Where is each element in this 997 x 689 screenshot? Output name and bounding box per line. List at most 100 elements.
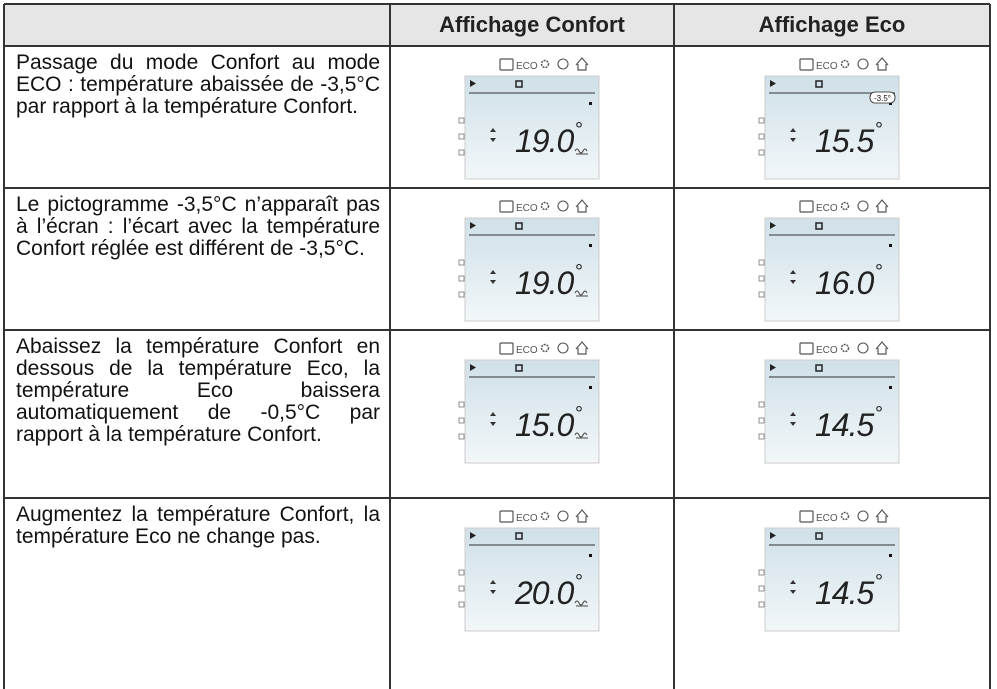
side-button bbox=[758, 585, 765, 592]
lcd-display: ECO 15.5 ° -3.5° bbox=[758, 57, 900, 180]
play-icon bbox=[770, 80, 776, 87]
dot bbox=[889, 244, 892, 247]
degree: ° bbox=[875, 119, 883, 141]
side-button bbox=[458, 585, 465, 592]
header-cell bbox=[4, 4, 390, 46]
sun-icon bbox=[840, 511, 850, 521]
heater-icon bbox=[574, 432, 588, 439]
row-text: Augmentez la température Confort, la tem… bbox=[16, 503, 380, 548]
suitcase-icon bbox=[799, 58, 814, 71]
degree: ° bbox=[575, 403, 583, 425]
dot bbox=[889, 386, 892, 389]
play-icon bbox=[470, 532, 476, 539]
row-border bbox=[4, 45, 990, 47]
row-text: Le pictogramme -3,5°C n’apparaît pas à l… bbox=[16, 193, 380, 260]
arrows-icon bbox=[790, 580, 796, 594]
sun-icon bbox=[540, 201, 550, 211]
clock-icon bbox=[857, 200, 869, 212]
arrows-icon bbox=[490, 580, 496, 594]
degree: ° bbox=[875, 403, 883, 425]
clock-icon bbox=[857, 510, 869, 522]
degree: ° bbox=[575, 261, 583, 283]
badge-frame bbox=[869, 91, 896, 104]
side-button bbox=[758, 133, 765, 140]
dot bbox=[589, 386, 592, 389]
temperature: 14.5 bbox=[815, 575, 874, 611]
column-border bbox=[389, 4, 391, 689]
side-button bbox=[458, 275, 465, 282]
clock-icon bbox=[857, 58, 869, 70]
side-button bbox=[458, 401, 465, 408]
row-text: Abaissez la température Confort en desso… bbox=[16, 335, 380, 446]
side-button bbox=[758, 259, 765, 266]
mode-icon bbox=[515, 532, 523, 540]
side-button bbox=[758, 601, 765, 608]
suitcase-icon bbox=[499, 342, 514, 355]
suitcase-icon bbox=[799, 510, 814, 523]
side-button bbox=[458, 569, 465, 576]
eco-label: ECO bbox=[516, 513, 538, 524]
arrows-icon bbox=[490, 128, 496, 142]
play-icon bbox=[470, 222, 476, 229]
temperature: 20.0 bbox=[514, 575, 574, 611]
dot bbox=[589, 244, 592, 247]
temperature: 14.5 bbox=[815, 407, 874, 443]
dot bbox=[589, 554, 592, 557]
play-icon bbox=[770, 364, 776, 371]
sun-icon bbox=[840, 201, 850, 211]
degree: ° bbox=[575, 571, 583, 593]
degree: ° bbox=[875, 261, 883, 283]
sun-icon bbox=[540, 59, 550, 69]
suitcase-icon bbox=[499, 58, 514, 71]
play-icon bbox=[770, 532, 776, 539]
arrows-icon bbox=[490, 412, 496, 426]
play-icon bbox=[470, 364, 476, 371]
clock-icon bbox=[857, 342, 869, 354]
column-header: Affichage Confort bbox=[390, 4, 674, 46]
heater-icon bbox=[574, 290, 588, 297]
temperature: 19.0 bbox=[515, 265, 574, 301]
dot bbox=[589, 102, 592, 105]
dot bbox=[889, 554, 892, 557]
badge: -3.5° bbox=[874, 94, 891, 103]
side-button bbox=[458, 291, 465, 298]
temperature: 15.0 bbox=[515, 407, 574, 443]
house-icon bbox=[875, 199, 889, 213]
eco-label: ECO bbox=[816, 513, 838, 524]
eco-label: ECO bbox=[816, 345, 838, 356]
side-button bbox=[758, 569, 765, 576]
mode-icon bbox=[515, 222, 523, 230]
side-button bbox=[758, 417, 765, 424]
mode-icon bbox=[515, 80, 523, 88]
side-button bbox=[758, 117, 765, 124]
clock-icon bbox=[557, 200, 569, 212]
clock-icon bbox=[557, 58, 569, 70]
mode-icon bbox=[815, 222, 823, 230]
house-icon bbox=[575, 57, 589, 71]
play-icon bbox=[470, 80, 476, 87]
house-icon bbox=[575, 199, 589, 213]
eco-label: ECO bbox=[516, 345, 538, 356]
house-icon bbox=[875, 57, 889, 71]
side-button bbox=[758, 275, 765, 282]
eco-label: ECO bbox=[816, 61, 838, 72]
row-text: Passage du mode Confort au mode ECO : te… bbox=[16, 51, 380, 118]
eco-label: ECO bbox=[516, 203, 538, 214]
mode-icon bbox=[815, 364, 823, 372]
dot bbox=[889, 102, 892, 105]
lcd-display: ECO 20.0 ° bbox=[458, 509, 600, 632]
house-icon bbox=[875, 509, 889, 523]
lcd-display: ECO 19.0 ° bbox=[458, 199, 600, 322]
side-button bbox=[458, 149, 465, 156]
sun-icon bbox=[840, 59, 850, 69]
arrows-icon bbox=[790, 270, 796, 284]
lcd-display: ECO 15.0 ° bbox=[458, 341, 600, 464]
side-button bbox=[458, 133, 465, 140]
heater-icon bbox=[574, 148, 588, 155]
temperature: 16.0 bbox=[815, 265, 874, 301]
mode-icon bbox=[515, 364, 523, 372]
suitcase-icon bbox=[799, 342, 814, 355]
arrows-icon bbox=[790, 128, 796, 142]
side-button bbox=[458, 259, 465, 266]
